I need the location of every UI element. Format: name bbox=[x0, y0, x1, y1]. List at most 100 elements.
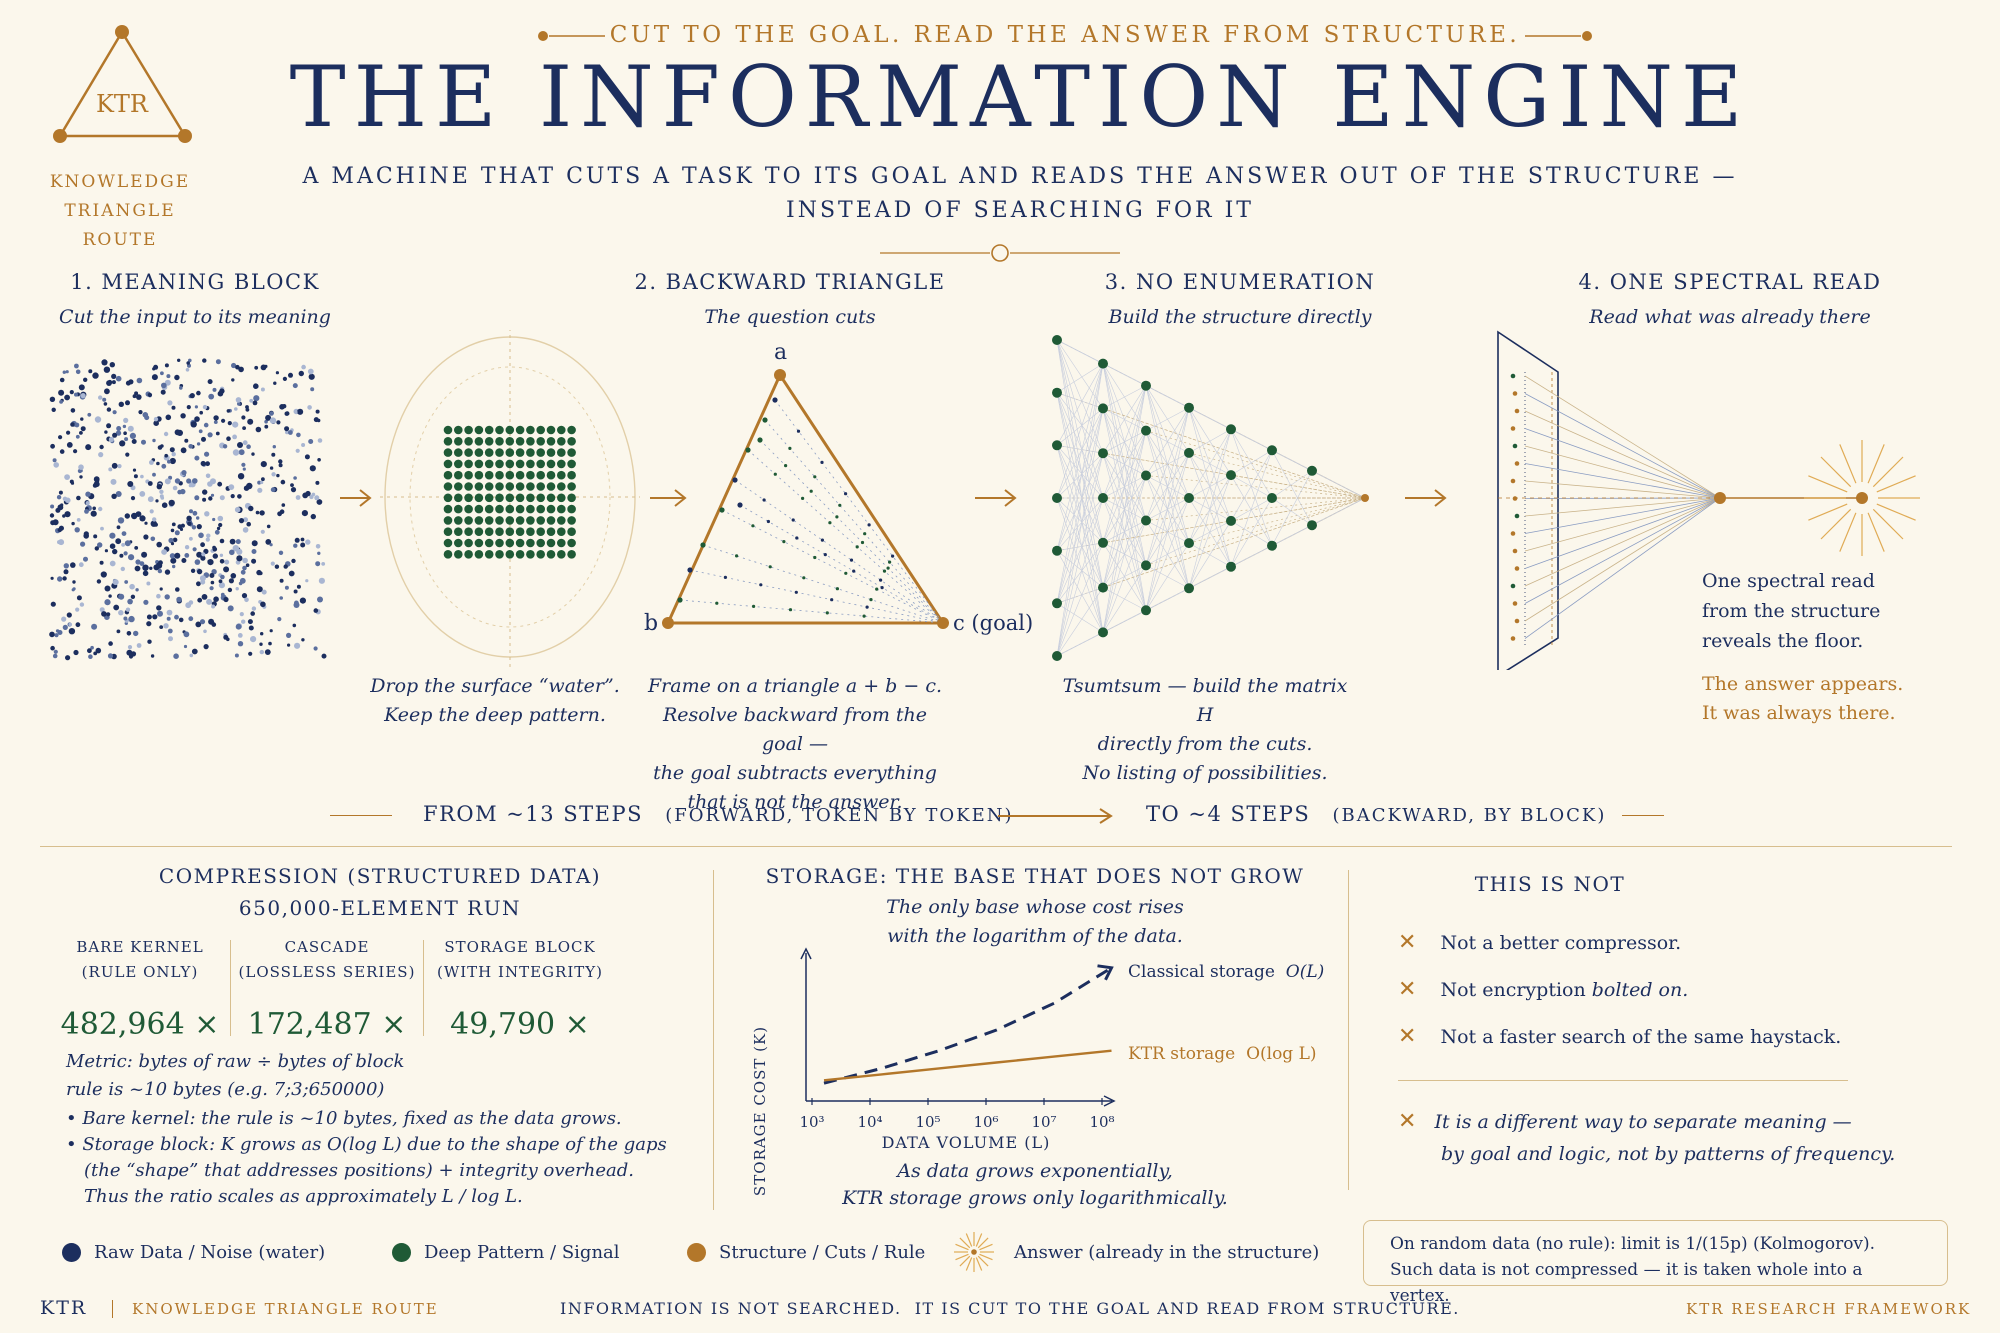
footer-center-text: INFORMATION IS NOT SEARCHED. IT IS CUT T… bbox=[560, 1299, 1460, 1318]
noise-dot bbox=[80, 417, 84, 421]
pattern-dot bbox=[515, 448, 525, 457]
pattern-dot bbox=[443, 550, 453, 559]
backward-triangle bbox=[662, 369, 949, 629]
noise-dot bbox=[292, 383, 298, 389]
cut-dot bbox=[867, 523, 871, 527]
cut-dot bbox=[794, 590, 798, 594]
noise-dot bbox=[281, 503, 286, 507]
cut-dot bbox=[852, 569, 856, 573]
noise-dot bbox=[212, 387, 217, 392]
noise-dot bbox=[130, 651, 137, 657]
pattern-dot bbox=[443, 527, 453, 536]
cut-dot bbox=[791, 518, 795, 522]
noise-dot bbox=[123, 431, 127, 436]
noise-dot bbox=[207, 559, 214, 566]
pattern-dot bbox=[464, 470, 473, 480]
panel-divider bbox=[713, 870, 714, 1210]
pattern-dot bbox=[515, 425, 525, 435]
caption-line: from the structure bbox=[1702, 600, 1881, 622]
noise-dot bbox=[111, 462, 118, 469]
deep-pattern-grid bbox=[443, 425, 576, 559]
noise-dot bbox=[239, 612, 244, 617]
noise-dot bbox=[191, 648, 198, 655]
noise-dot bbox=[153, 420, 159, 427]
noise-dot bbox=[250, 636, 257, 643]
cut-dot bbox=[768, 565, 772, 569]
pattern-dot bbox=[567, 437, 576, 446]
pattern-dot bbox=[495, 448, 504, 457]
noise-dot bbox=[259, 510, 265, 516]
noise-dot bbox=[227, 605, 234, 612]
pattern-dot bbox=[495, 538, 504, 548]
noise-dot bbox=[180, 413, 186, 419]
ratio-value: 172,487 × bbox=[247, 1007, 407, 1042]
noise-dot bbox=[200, 460, 206, 467]
noise-dot bbox=[142, 570, 149, 577]
noise-dot bbox=[186, 515, 192, 521]
noise-dot bbox=[192, 547, 197, 552]
ratio-value: 49,790 × bbox=[450, 1007, 590, 1042]
cut-dot bbox=[719, 507, 725, 513]
note-line: Such data is not compressed — it is take… bbox=[1390, 1260, 1863, 1306]
noise-dot bbox=[189, 509, 193, 514]
noise-dot bbox=[304, 454, 310, 460]
noise-dot bbox=[215, 359, 221, 365]
page-title: THE INFORMATION ENGINE bbox=[289, 48, 1751, 146]
noise-dot bbox=[161, 382, 167, 389]
cut-dot bbox=[752, 604, 756, 609]
lattice-node bbox=[1052, 598, 1062, 609]
noise-dot bbox=[195, 621, 202, 628]
noise-dot bbox=[92, 506, 96, 511]
caption-line: the goal subtracts everything bbox=[653, 762, 937, 784]
logo: KTR KNOWLEDGE TRIANGLE ROUTE bbox=[40, 20, 200, 250]
caption-line: Resolve backward from the goal — bbox=[662, 704, 928, 755]
noise-dot bbox=[153, 522, 158, 527]
pattern-dot bbox=[526, 516, 535, 525]
noise-dot bbox=[52, 653, 58, 659]
noise-dot bbox=[252, 400, 258, 406]
pattern-dot bbox=[546, 459, 556, 469]
lattice-node bbox=[1098, 537, 1108, 548]
not-item: ✕ Not a faster search of the same haysta… bbox=[1398, 1024, 1841, 1049]
noise-dot bbox=[153, 364, 159, 370]
meaning-block-frame bbox=[380, 330, 640, 670]
noise-dot bbox=[167, 459, 171, 464]
bullet-text: Bare kernel: the rule is ~10 bytes, fixe… bbox=[82, 1108, 622, 1129]
cut-dot bbox=[849, 558, 854, 562]
noise-dot bbox=[132, 468, 137, 472]
pattern-dot bbox=[454, 516, 463, 525]
step-4-caption: One spectral read from the structure rev… bbox=[1702, 566, 1962, 656]
noise-dot bbox=[172, 537, 178, 543]
arrow-icon bbox=[650, 489, 687, 507]
cut-dot bbox=[757, 437, 763, 443]
noise-dot bbox=[238, 449, 245, 456]
noise-dot bbox=[63, 563, 69, 569]
lattice-node bbox=[1184, 583, 1194, 594]
step-3-title: 3. NO ENUMERATION bbox=[1104, 270, 1376, 294]
pattern-dot bbox=[526, 504, 535, 514]
noise-dot bbox=[104, 585, 111, 592]
cut-dot bbox=[715, 601, 719, 605]
noise-dot bbox=[201, 552, 206, 557]
cut-dot bbox=[880, 586, 884, 590]
noise-dot bbox=[108, 467, 113, 472]
pattern-dot bbox=[526, 493, 535, 503]
noise-dot bbox=[300, 537, 305, 542]
pattern-dot bbox=[567, 527, 576, 536]
noise-dot bbox=[295, 495, 301, 500]
noise-dot bbox=[100, 571, 107, 578]
pattern-dot bbox=[546, 437, 556, 446]
noise-dot bbox=[62, 576, 67, 581]
noise-dot bbox=[163, 623, 169, 629]
noise-dot bbox=[310, 387, 315, 392]
pattern-dot bbox=[567, 516, 576, 525]
noise-dot bbox=[164, 478, 171, 485]
noise-dot bbox=[173, 653, 179, 659]
noise-dot bbox=[232, 421, 239, 428]
lattice-node bbox=[1226, 470, 1236, 481]
lattice-node bbox=[1141, 560, 1151, 571]
noise-dot bbox=[291, 558, 296, 564]
pattern-dot bbox=[474, 448, 484, 457]
noise-dot bbox=[270, 561, 275, 566]
pattern-dot bbox=[526, 538, 535, 548]
